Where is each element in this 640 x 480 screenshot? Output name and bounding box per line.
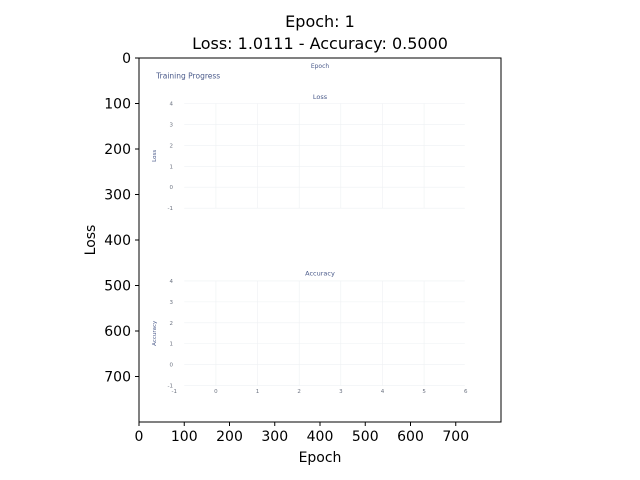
embedded-y-tick-label: 2 <box>169 321 173 327</box>
embedded-y-tick-label: 0 <box>169 185 173 191</box>
embedded-subplot-title: Accuracy <box>305 269 335 277</box>
embedded-y-tick-label: 1 <box>169 342 173 348</box>
embedded-x-tick-label: 5 <box>422 389 426 395</box>
y-tick-label: 0 <box>122 51 131 67</box>
embedded-top-axis-label: Epoch <box>311 63 330 70</box>
x-tick-label: 200 <box>216 429 243 445</box>
embedded-x-tick-label: 3 <box>339 389 343 395</box>
embedded-x-tick-label: -1 <box>172 389 177 395</box>
embedded-y-tick-label: 2 <box>169 143 173 149</box>
y-tick-label: 400 <box>104 233 131 249</box>
embedded-y-tick-label: 1 <box>169 164 173 170</box>
embedded-y-tick-label: -1 <box>167 384 172 390</box>
embedded-y-tick-label: 4 <box>169 102 173 108</box>
plot-frame <box>138 57 502 423</box>
y-tick-label: 600 <box>104 324 131 340</box>
x-tick-label: 300 <box>261 429 288 445</box>
y-tick-label: 100 <box>104 97 131 113</box>
embedded-title: Training Progress <box>155 71 220 80</box>
embedded-subplot-title: Loss <box>313 93 328 101</box>
y-tick-label: 500 <box>104 279 131 295</box>
x-tick-label: 600 <box>397 429 424 445</box>
embedded-y-tick-label: 0 <box>169 363 173 369</box>
figure-title-line1: Epoch: 1 <box>285 12 355 31</box>
embedded-x-tick-label: 6 <box>464 389 468 395</box>
y-tick-label: 700 <box>104 370 131 386</box>
figure-title-line2: Loss: 1.0111 - Accuracy: 0.5000 <box>192 34 448 53</box>
embedded-y-tick-label: -1 <box>167 206 172 212</box>
x-tick-label: 500 <box>352 429 379 445</box>
y-axis-label: Loss <box>83 225 99 256</box>
embedded-x-tick-label: 0 <box>214 389 218 395</box>
embedded-subplot-ylabel: Accuracy <box>152 320 158 346</box>
embedded-x-tick-label: 4 <box>381 389 385 395</box>
embedded-y-tick-label: 3 <box>169 300 173 306</box>
embedded-y-tick-label: 4 <box>169 279 173 285</box>
embedded-x-tick-label: 1 <box>256 389 260 395</box>
embedded-training-image: Training Progress Epoch Loss Loss 4 3 2 1 0 -1 Acc… <box>152 63 468 395</box>
x-tick-label: 700 <box>442 429 469 445</box>
embedded-subplot-ylabel: Loss <box>152 150 158 162</box>
embedded-y-tick-label: 3 <box>169 122 173 128</box>
x-tick-label: 0 <box>135 429 144 445</box>
x-tick-label: 100 <box>171 429 198 445</box>
x-axis-label: Epoch <box>299 450 342 466</box>
x-tick-label: 400 <box>307 429 334 445</box>
outer-axes: 0 100 200 300 400 500 600 700010020030040050060… <box>83 51 502 466</box>
embedded-x-tick-label: 2 <box>297 389 301 395</box>
y-tick-label: 300 <box>104 188 131 204</box>
y-tick-label: 200 <box>104 142 131 158</box>
